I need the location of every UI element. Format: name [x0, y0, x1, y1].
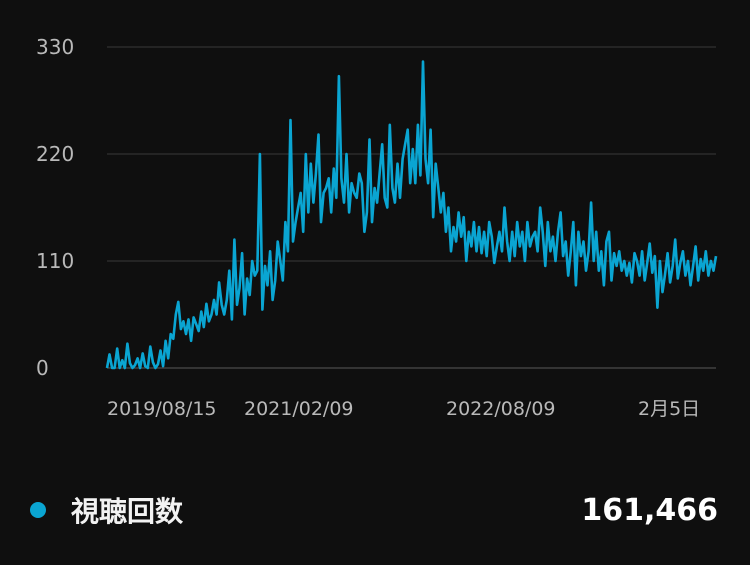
total-views-value: 161,466	[581, 492, 718, 528]
x-tick-label: 2月5日	[638, 398, 700, 420]
x-tick-label: 2022/08/09	[446, 398, 556, 420]
x-tick-label: 2019/08/15	[107, 398, 217, 420]
y-tick-label: 220	[36, 142, 74, 166]
y-tick-label: 330	[36, 35, 74, 59]
legend-swatch	[30, 502, 46, 518]
series-line-views	[105, 60, 718, 370]
line-chart: 0 110 220 330 2019/08/15 2021/02/09 2022/08/0…	[36, 35, 718, 420]
x-axis-ticks: 2019/08/15 2021/02/09 2022/08/09 2月5日	[107, 398, 700, 420]
y-axis-ticks: 0 110 220 330	[36, 35, 74, 380]
gridlines	[107, 46, 716, 369]
y-tick-label: 110	[36, 249, 74, 273]
y-tick-label: 0	[36, 356, 49, 380]
x-tick-label: 2021/02/09	[244, 398, 354, 420]
legend: 視聴回数 161,466	[30, 488, 718, 532]
legend-label: 視聴回数	[71, 495, 184, 528]
